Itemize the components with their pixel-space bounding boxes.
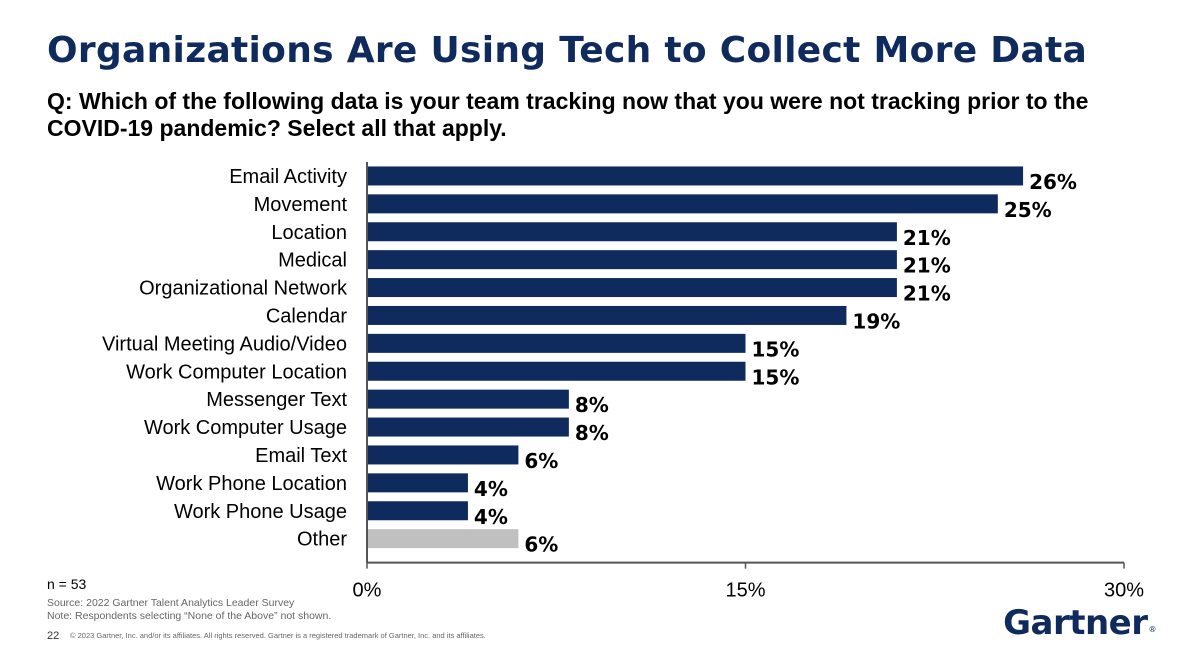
category-label: Movement <box>254 194 348 216</box>
data-label: 21% <box>903 254 951 278</box>
category-label: Messenger Text <box>206 389 347 411</box>
bar-medical <box>368 250 897 270</box>
bar-organizational-network <box>368 278 897 298</box>
category-label: Work Phone Location <box>156 473 347 495</box>
data-label: 25% <box>1004 198 1052 222</box>
category-label: Organizational Network <box>139 278 348 300</box>
category-label: Work Computer Usage <box>144 417 347 439</box>
bar-virtual-meeting-audio-video <box>368 333 746 353</box>
category-label: Work Computer Location <box>126 361 347 383</box>
data-label: 21% <box>903 282 951 306</box>
source-text: Source: 2022 Gartner Talent Analytics Le… <box>47 597 295 609</box>
category-label: Virtual Meeting Audio/Video <box>102 333 347 355</box>
source-note: Source: 2022 Gartner Talent Analytics Le… <box>47 597 331 623</box>
bar-work-computer-usage <box>368 417 569 437</box>
data-label: 4% <box>474 477 508 501</box>
category-label: Medical <box>278 250 347 272</box>
chart-title: Organizations Are Using Tech to Collect … <box>47 30 1088 71</box>
category-label: Location <box>271 222 347 244</box>
survey-question: Q: Which of the following data is your t… <box>47 88 1089 141</box>
category-label: Other <box>297 529 347 551</box>
category-label: Email Text <box>255 445 347 467</box>
bar-work-phone-location <box>368 473 468 493</box>
bar-other <box>368 529 519 549</box>
x-tick-label: 30% <box>1104 580 1144 600</box>
data-label: 21% <box>903 226 951 250</box>
gartner-logo: Gartner® <box>1003 603 1156 643</box>
page-number: 22 <box>47 630 60 642</box>
category-label: Email Activity <box>229 166 347 188</box>
data-label: 8% <box>575 421 609 445</box>
registered-mark: ® <box>1148 625 1157 634</box>
note-text: Note: Respondents selecting “None of the… <box>47 610 332 622</box>
x-tick-label: 0% <box>353 580 382 600</box>
bar-chart: Email Activity 26% Movement 25% Location 21% M… <box>102 162 1144 600</box>
bar-work-computer-location <box>368 361 746 381</box>
bar-email-text <box>368 445 519 465</box>
data-label: 15% <box>752 365 800 389</box>
bar-location <box>368 222 897 242</box>
data-label: 26% <box>1029 170 1077 194</box>
bar-movement <box>368 194 998 214</box>
brand-name: Gartner <box>1003 603 1148 643</box>
data-label: 8% <box>575 393 609 417</box>
data-label: 15% <box>752 337 800 361</box>
bar-calendar <box>368 305 847 325</box>
data-label: 4% <box>474 505 508 529</box>
data-label: 6% <box>524 533 558 557</box>
category-label: Calendar <box>266 305 348 327</box>
copyright-text: © 2023 Gartner, Inc. and/or its affiliat… <box>70 631 486 640</box>
bar-messenger-text <box>368 389 569 409</box>
bar-email-activity <box>368 166 1024 186</box>
x-tick-label: 15% <box>725 580 765 600</box>
sample-size: n = 53 <box>47 576 87 592</box>
data-label: 19% <box>852 309 900 333</box>
category-label: Work Phone Usage <box>174 501 347 523</box>
data-label: 6% <box>524 449 558 473</box>
bar-work-phone-usage <box>368 501 468 521</box>
